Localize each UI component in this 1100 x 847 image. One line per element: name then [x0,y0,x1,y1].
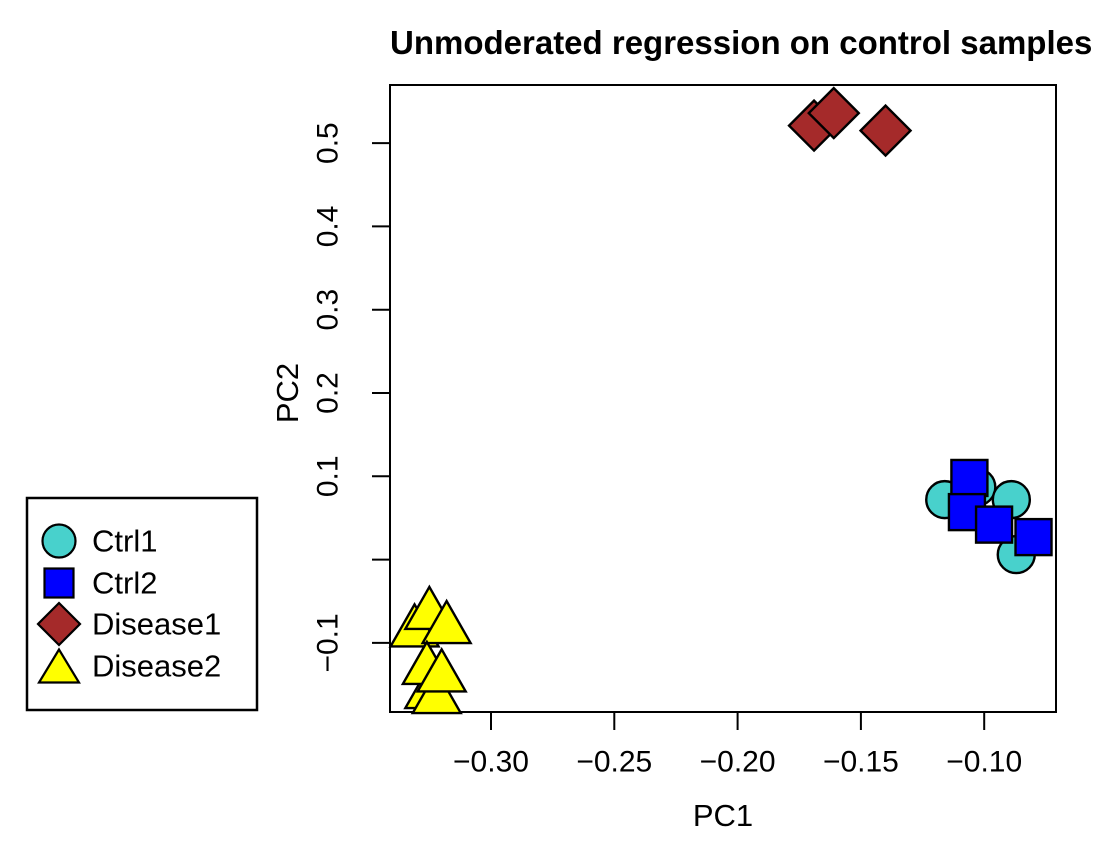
legend-marker-disease1 [36,601,82,647]
x-tick-label: −0.25 [576,746,652,779]
y-tick-label: −0.1 [312,613,345,672]
plot-border [389,84,1057,713]
legend-label-ctrl2: Ctrl2 [92,566,157,601]
legend-marker-disease2 [37,647,81,684]
y-tick-label: 0.5 [312,122,345,164]
data-point-disease2 [420,598,473,645]
y-axis-label: PC2 [270,362,305,424]
x-tick-label: −0.20 [700,746,776,779]
y-tick-label: 0.3 [312,289,345,331]
data-point-ctrl2 [950,458,989,498]
y-tick-label: 0.4 [312,206,345,248]
legend-label-ctrl1: Ctrl1 [92,524,157,559]
legend-label-disease2: Disease2 [92,649,221,684]
y-tick-label: 0.2 [312,372,345,414]
y-tick-label: 0.1 [312,455,345,497]
chart-title: Unmoderated regression on control sample… [390,24,1093,61]
data-point-disease2 [415,646,468,693]
data-point-ctrl2 [974,505,1014,544]
data-point-disease1 [807,86,861,140]
x-tick-label: −0.15 [823,746,899,779]
data-point-ctrl2 [1014,517,1053,557]
x-axis-label: PC1 [692,798,754,833]
legend-marker-ctrl2 [43,567,75,599]
x-tick-label: −0.30 [453,746,529,779]
legend-label-disease1: Disease1 [92,607,221,642]
legend-marker-ctrl1 [41,523,77,559]
x-tick-label: −0.10 [946,746,1022,779]
data-point-disease1 [858,103,913,158]
